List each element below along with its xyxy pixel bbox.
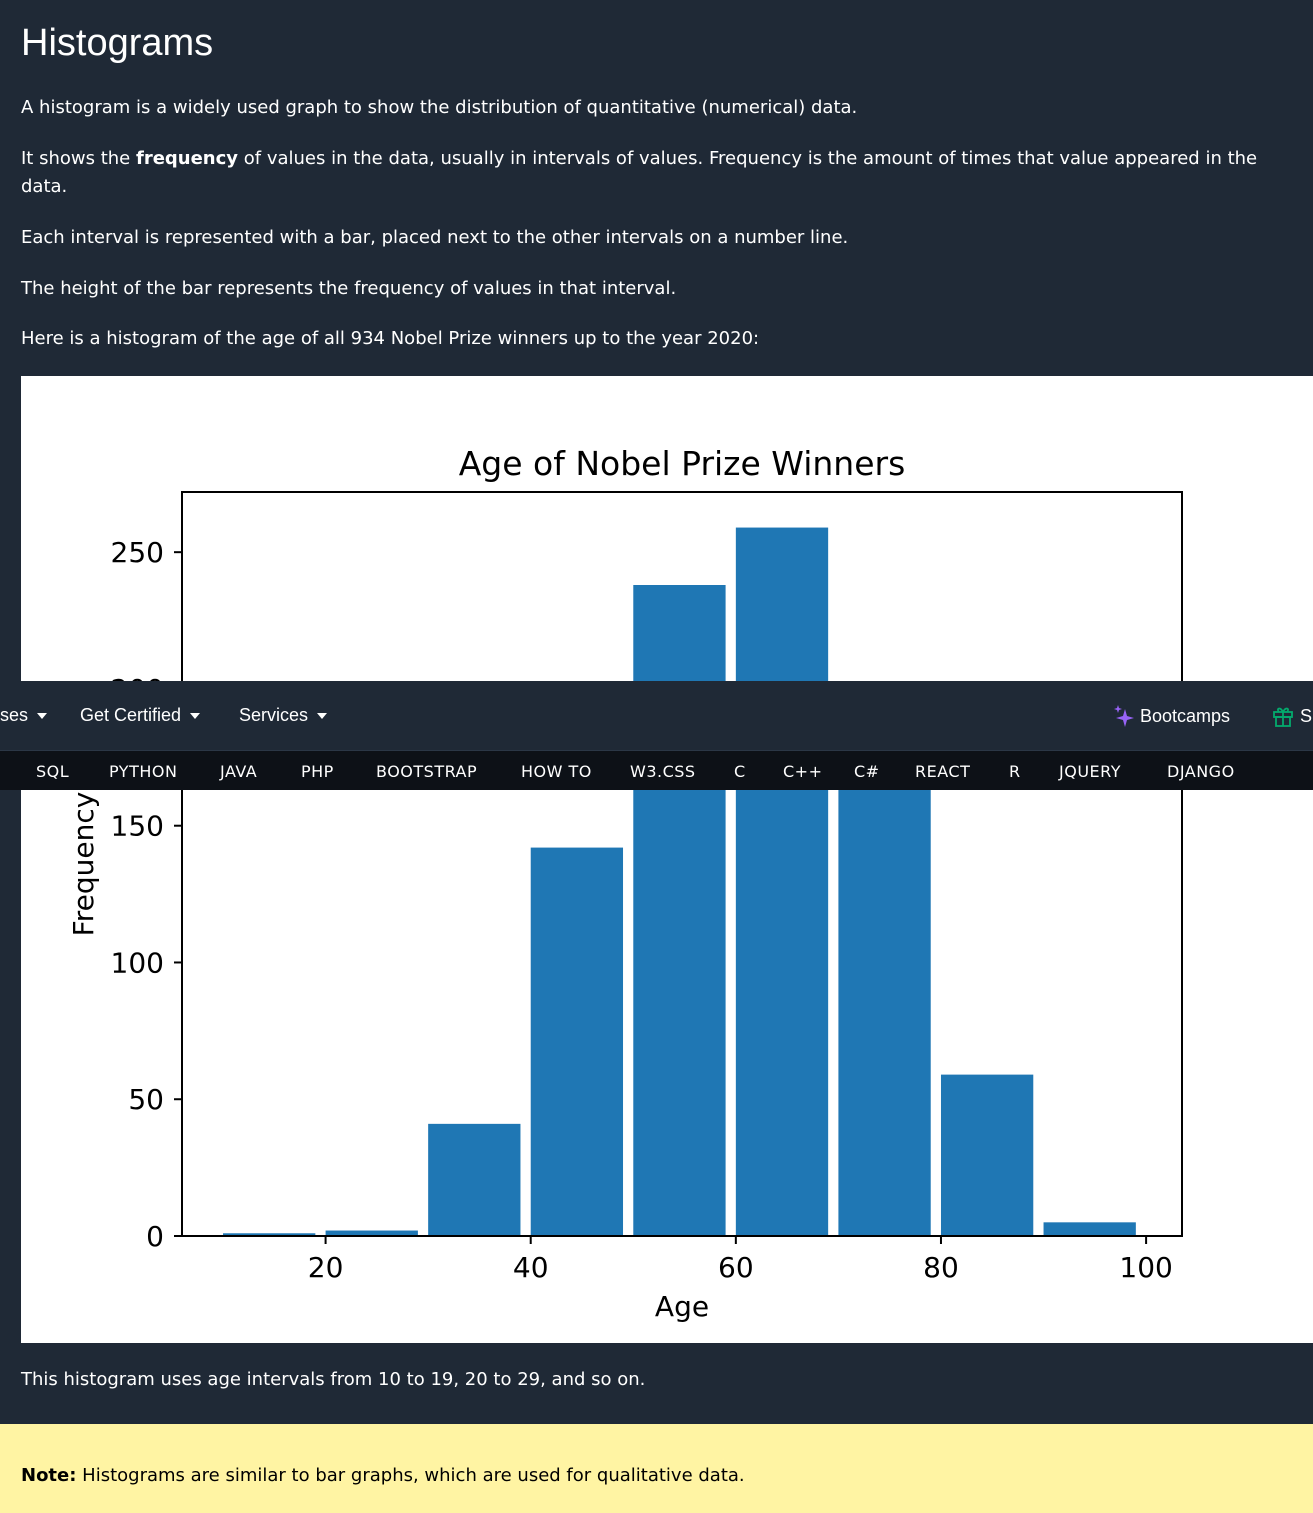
subnav-link-cpp[interactable]: C++ bbox=[783, 762, 823, 781]
nav-services-menu[interactable]: Services bbox=[239, 705, 328, 726]
chart-title: Age of Nobel Prize Winners bbox=[459, 444, 906, 483]
subnav-link-python[interactable]: PYTHON bbox=[109, 762, 178, 781]
text: It shows the bbox=[21, 148, 136, 169]
nav-label: ses bbox=[0, 705, 29, 725]
histogram-bar-80-89 bbox=[940, 1074, 1034, 1236]
sparkle-icon bbox=[1114, 705, 1134, 727]
nav-gift-link[interactable]: S bbox=[1272, 705, 1312, 727]
histogram-bar-90-99 bbox=[1043, 1222, 1136, 1236]
x-tick-label: 100 bbox=[1119, 1251, 1172, 1284]
subnav-link-react[interactable]: REACT bbox=[915, 762, 971, 781]
x-tick-label: 80 bbox=[923, 1251, 959, 1284]
page-title: Histograms bbox=[21, 22, 214, 64]
subnav-link-r[interactable]: R bbox=[1009, 762, 1021, 781]
caret-down-icon bbox=[37, 712, 48, 719]
y-axis-label: Frequency bbox=[67, 792, 100, 937]
y-tick-label: 100 bbox=[111, 946, 164, 979]
frequency-term: frequency bbox=[135, 148, 239, 169]
histogram-bar-40-49 bbox=[530, 847, 624, 1236]
subnav-link-django[interactable]: DJANGO bbox=[1167, 762, 1235, 781]
note-text: Note: Histograms are similar to bar grap… bbox=[21, 1462, 745, 1490]
subnav-link-php[interactable]: PHP bbox=[301, 762, 334, 781]
nav-label: Get Certified bbox=[80, 705, 182, 725]
histogram-bar-10-19 bbox=[223, 1233, 316, 1236]
intro-paragraph: A histogram is a widely used graph to sh… bbox=[21, 97, 858, 118]
histogram-bar-70-79 bbox=[838, 729, 931, 1236]
plot-frame bbox=[181, 491, 1183, 1237]
histogram-bar-60-69 bbox=[735, 527, 829, 1236]
subnav-link-java[interactable]: JAVA bbox=[220, 762, 258, 781]
subnav-link-how-to[interactable]: HOW TO bbox=[521, 762, 592, 781]
interval-paragraph: Each interval is represented with a bar,… bbox=[21, 227, 849, 248]
x-axis-label: Age bbox=[655, 1290, 709, 1323]
histogram-chart: Age of Nobel Prize Winners 20 40 60 80 100 0… bbox=[21, 376, 1313, 1343]
subnav-link-jquery[interactable]: JQUERY bbox=[1059, 762, 1121, 781]
subnav-link-c[interactable]: C bbox=[734, 762, 746, 781]
nav-bootcamps-link[interactable]: Bootcamps bbox=[1114, 705, 1230, 727]
histogram-bar-30-39 bbox=[428, 1123, 521, 1236]
height-paragraph: The height of the bar represents the fre… bbox=[21, 278, 677, 299]
x-tick-label: 40 bbox=[513, 1251, 549, 1284]
note-box: Note: Histograms are similar to bar grap… bbox=[0, 1424, 1313, 1513]
subnav-link-w3css[interactable]: W3.CSS bbox=[630, 762, 696, 781]
subject-navigation: SQL PYTHON JAVA PHP BOOTSTRAP HOW TO W3.… bbox=[0, 751, 1313, 790]
text: Histograms are similar to bar graphs, wh… bbox=[76, 1465, 745, 1486]
histogram-svg: Age of Nobel Prize Winners 20 40 60 80 100 0… bbox=[67, 444, 1183, 1323]
gift-icon bbox=[1273, 707, 1293, 727]
caret-down-icon bbox=[190, 712, 201, 719]
note-label: Note: bbox=[21, 1465, 77, 1486]
x-tick-label: 60 bbox=[718, 1251, 754, 1284]
subnav-link-bootstrap[interactable]: BOOTSTRAP bbox=[376, 762, 478, 781]
top-navigation: ses Get Certified Services Bootcamps S bbox=[0, 681, 1313, 751]
nav-label: Services bbox=[239, 705, 309, 725]
caret-down-icon bbox=[317, 712, 328, 719]
y-tick-label: 250 bbox=[111, 536, 164, 569]
interval-note-paragraph: This histogram uses age intervals from 1… bbox=[21, 1369, 646, 1390]
y-axis: 050100150200250 bbox=[111, 536, 182, 1253]
frequency-paragraph: It shows the frequency of values in the … bbox=[21, 145, 1296, 201]
y-tick-label: 150 bbox=[111, 810, 164, 843]
nav-label: S bbox=[1300, 705, 1313, 726]
nav-courses-menu[interactable]: ses bbox=[0, 705, 48, 726]
subnav-link-csharp[interactable]: C# bbox=[854, 762, 880, 781]
histogram-bar-20-29 bbox=[325, 1230, 418, 1236]
y-tick-label: 50 bbox=[128, 1083, 164, 1116]
x-tick-label: 20 bbox=[308, 1251, 344, 1284]
x-axis: 20 40 60 80 100 bbox=[308, 1236, 1173, 1284]
subnav-link-sql[interactable]: SQL bbox=[36, 762, 70, 781]
y-tick-label: 0 bbox=[146, 1220, 164, 1253]
example-paragraph: Here is a histogram of the age of all 93… bbox=[21, 328, 760, 349]
text: of values in the data, usually in interv… bbox=[21, 148, 1258, 197]
nav-label: Bootcamps bbox=[1140, 705, 1231, 726]
bars-group bbox=[223, 527, 1136, 1236]
nav-get-certified-menu[interactable]: Get Certified bbox=[80, 705, 201, 726]
